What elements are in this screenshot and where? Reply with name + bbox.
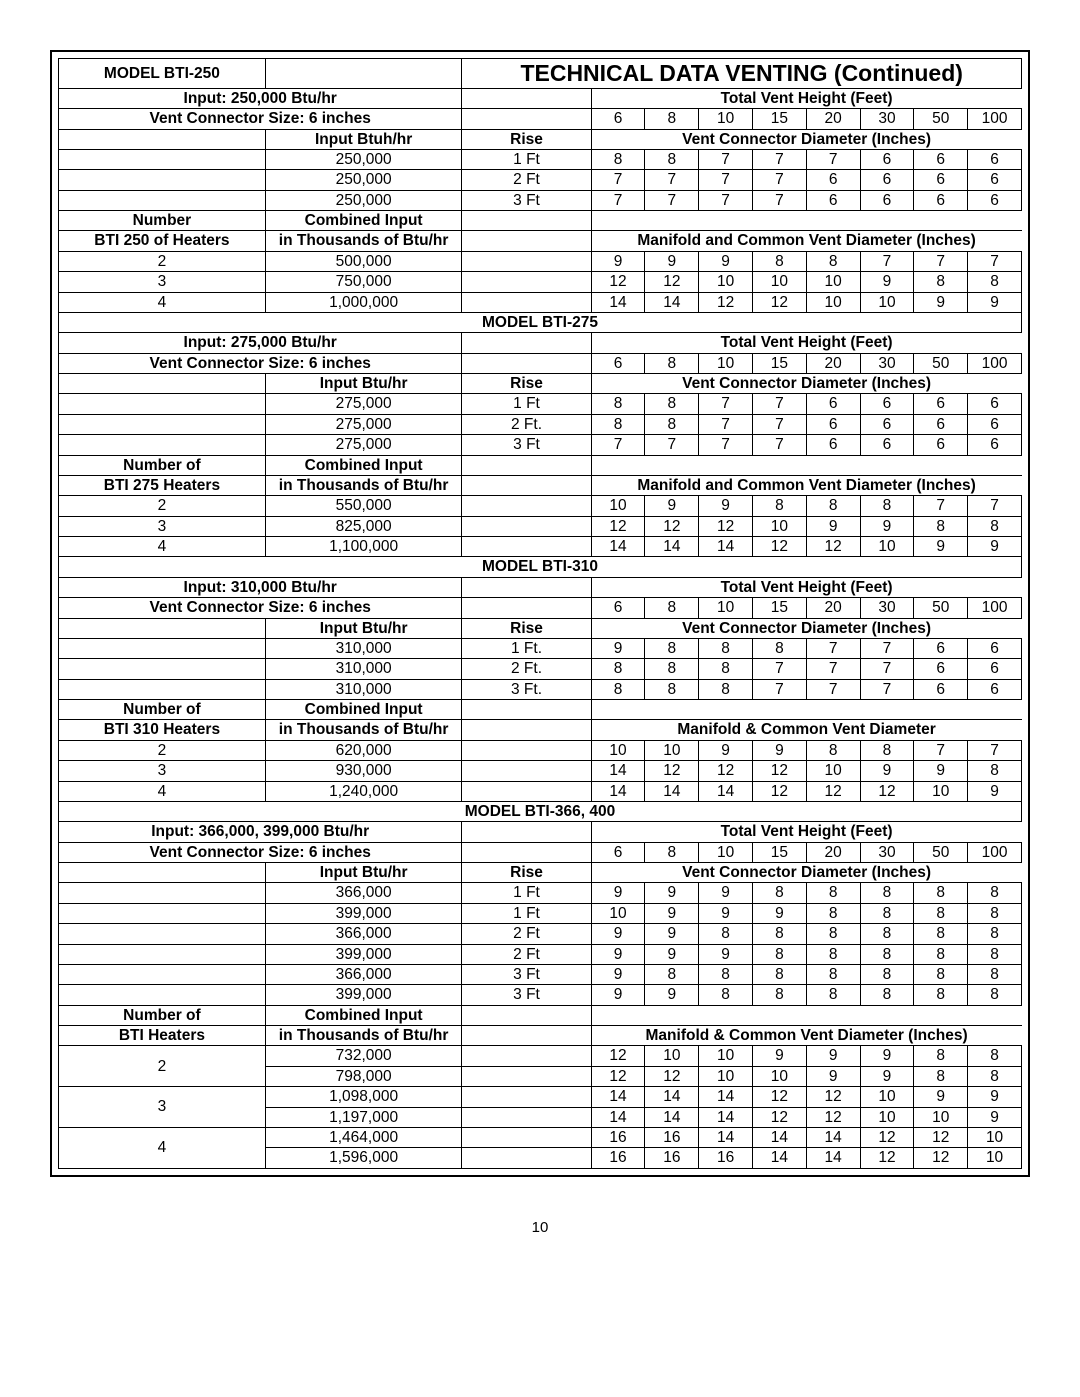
- page-number: 10: [50, 1219, 1030, 1236]
- technical-data-table: MODEL BTI-250TECHNICAL DATA VENTING (Con…: [58, 58, 1022, 1169]
